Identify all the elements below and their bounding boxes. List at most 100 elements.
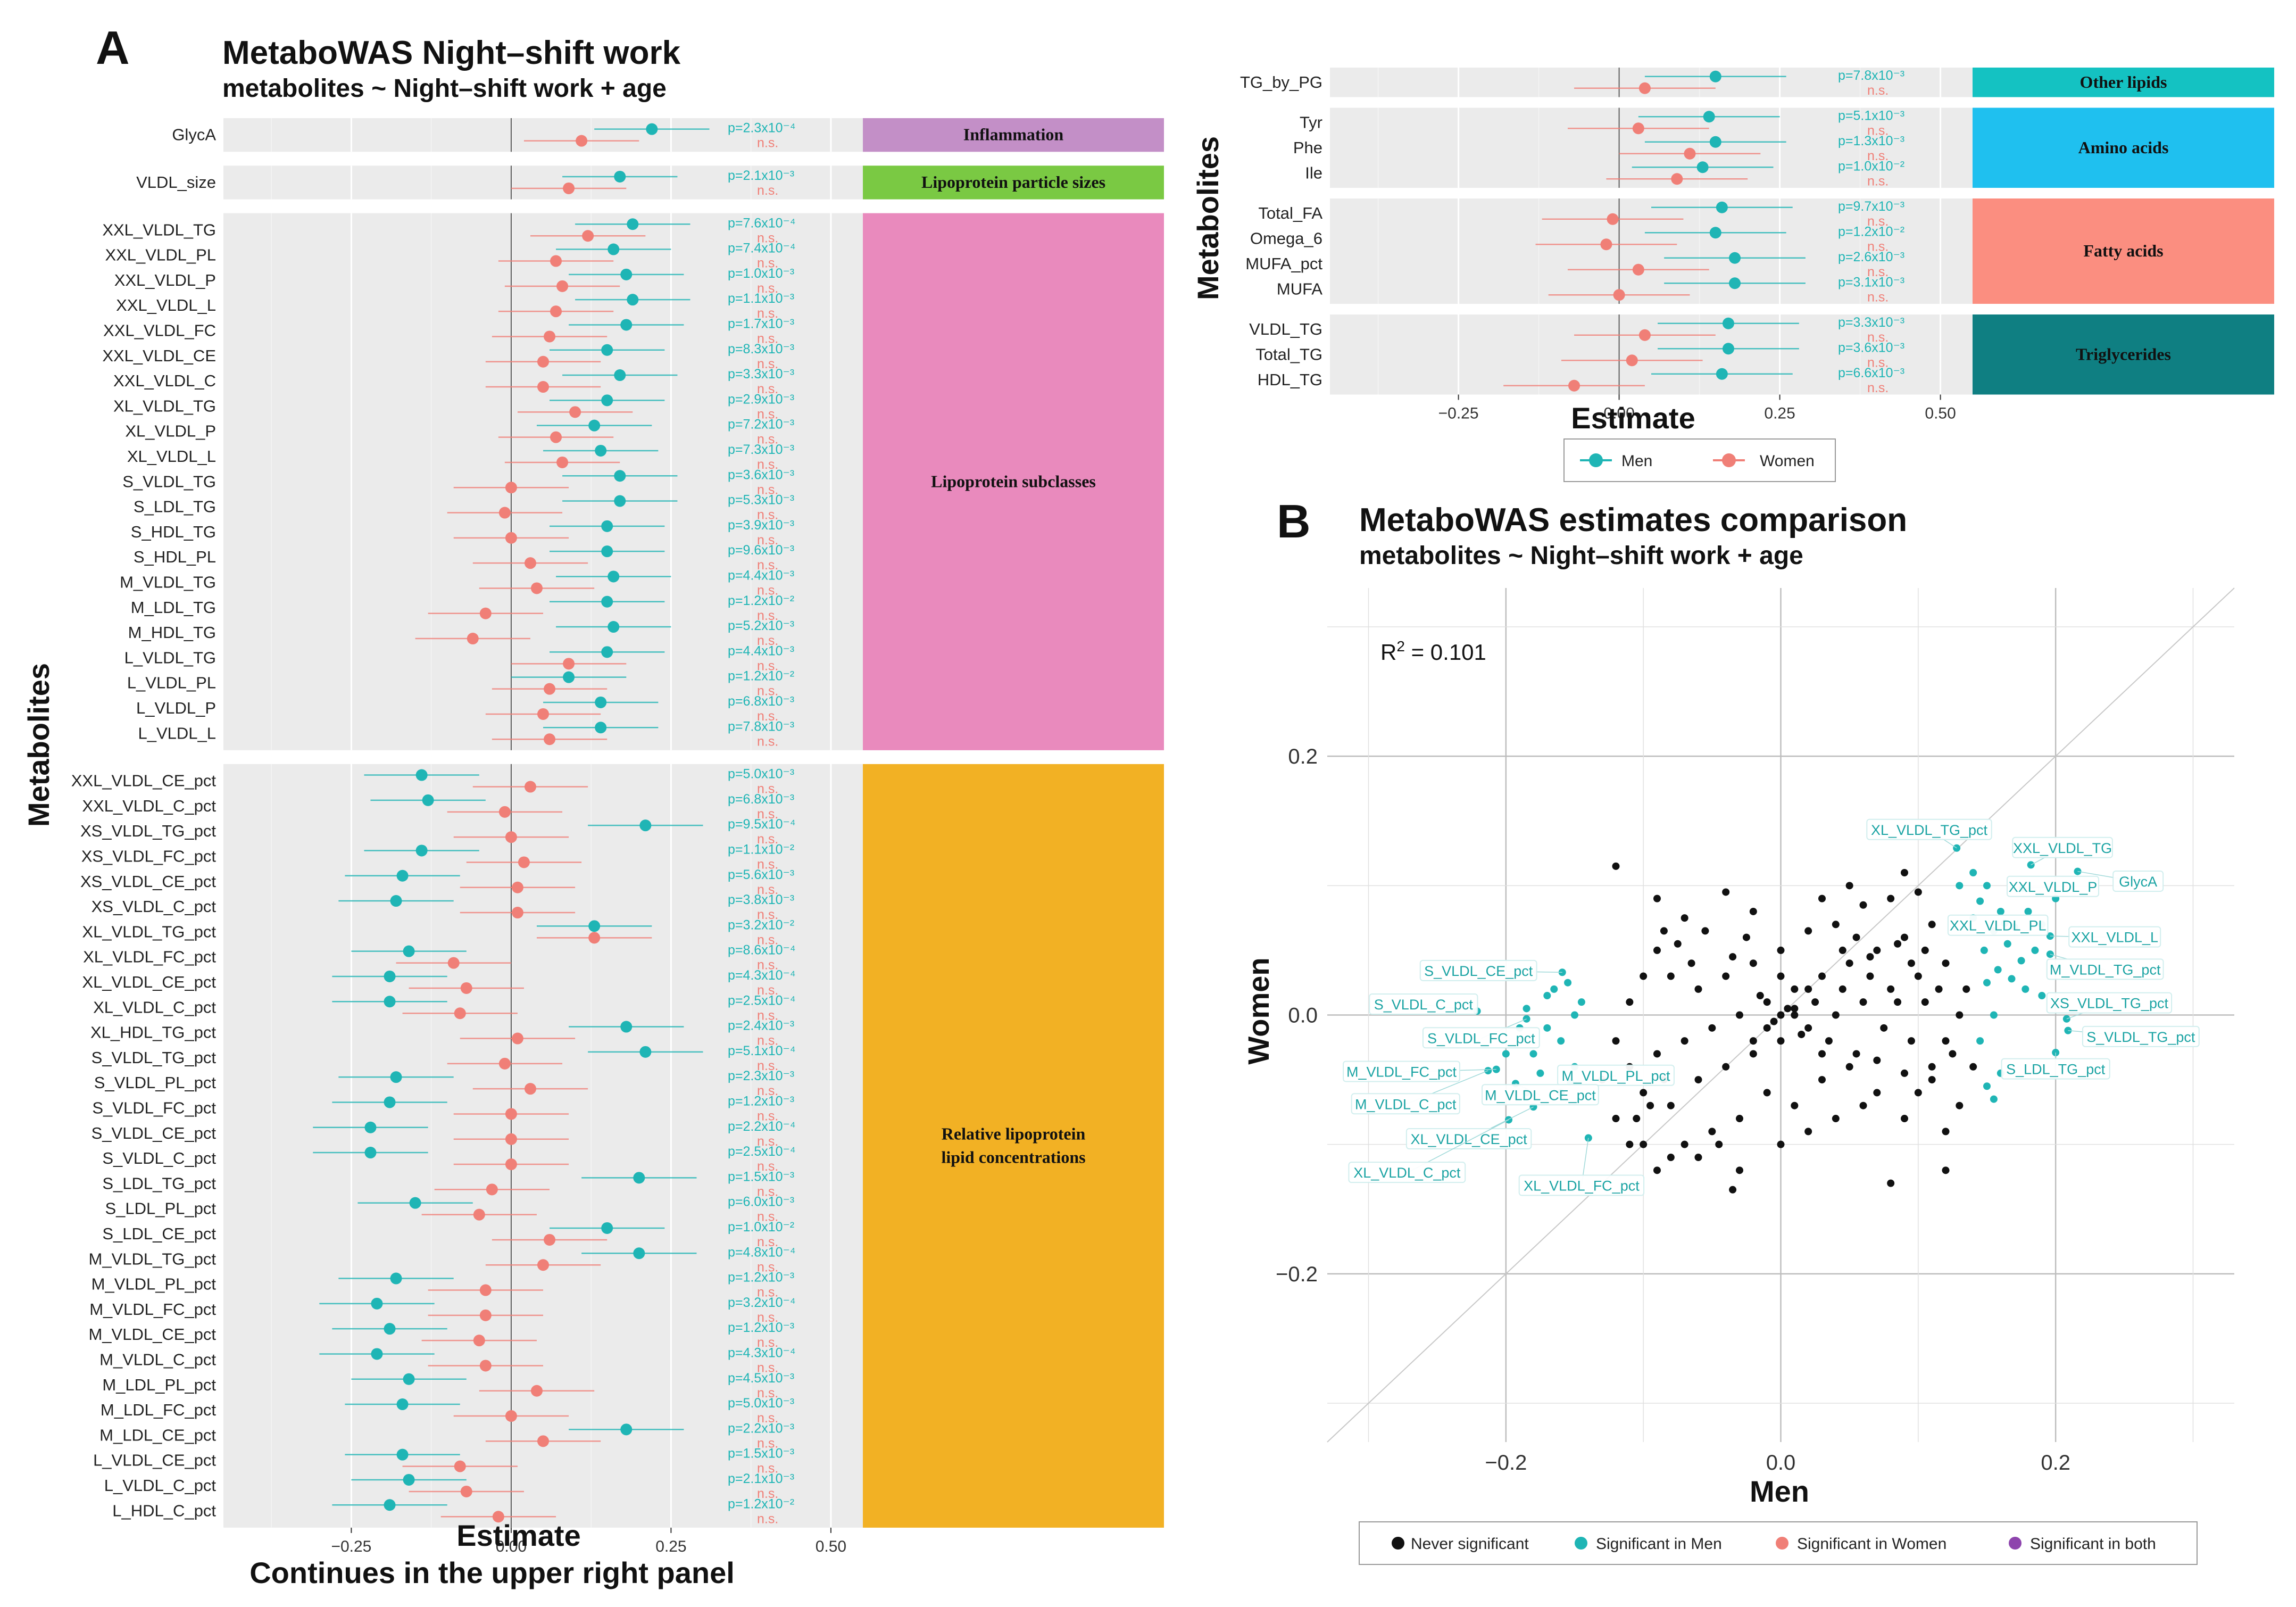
women-p-value: n.s. — [757, 983, 778, 998]
panel-a-footer-note: Continues in the upper right panel — [249, 1556, 735, 1589]
panel-b-y-axis-title: Women — [1242, 957, 1275, 1064]
never-significant-point — [1880, 1024, 1888, 1032]
women-estimate-point — [492, 1511, 504, 1523]
men-estimate-point — [639, 819, 652, 832]
men-significant-point — [1536, 1069, 1544, 1077]
never-significant-point — [1804, 1024, 1812, 1032]
women-estimate-point — [498, 1057, 511, 1070]
forest-panel-bg — [1330, 107, 1973, 188]
never-significant-point — [1640, 972, 1648, 980]
panel-b-subtitle: metabolites ~ Night–shift work + age — [1359, 542, 1803, 570]
never-significant-point — [1640, 1089, 1648, 1097]
women-p-value: n.s. — [757, 1210, 778, 1224]
scatter-label-box — [1405, 1128, 1532, 1149]
never-significant-point — [1722, 1063, 1730, 1071]
women-p-value: n.s. — [1867, 380, 1889, 395]
category-label: Lipoprotein particle sizes — [921, 172, 1105, 192]
scatter-x-tick-label: 0.0 — [1766, 1451, 1796, 1475]
women-estimate-point — [537, 708, 549, 720]
metabolite-label: M_VLDL_PL_pct — [91, 1275, 217, 1294]
never-significant-point — [1646, 1101, 1654, 1109]
men-p-value: p=2.3x10⁻³ — [728, 1068, 794, 1083]
women-estimate-point — [544, 1233, 556, 1246]
r2-value: = 0.101 — [1405, 640, 1486, 665]
women-p-value: n.s. — [757, 136, 778, 151]
never-significant-point — [1818, 1050, 1826, 1058]
never-significant-point — [1859, 1101, 1867, 1109]
men-p-value: p=5.1x10⁻⁴ — [728, 1043, 796, 1058]
men-significant-point — [1502, 1050, 1510, 1058]
men-estimate-point — [608, 570, 620, 583]
men-p-value: p=1.3x10⁻³ — [1838, 134, 1904, 148]
men-p-value: p=4.4x10⁻³ — [728, 643, 794, 658]
women-p-value: n.s. — [757, 1310, 778, 1325]
metabolite-label: M_LDL_PL_pct — [102, 1376, 216, 1394]
men-significant-point — [1577, 998, 1585, 1006]
men-p-value: p=1.2x10⁻³ — [728, 1320, 794, 1335]
never-significant-point — [1749, 907, 1757, 915]
metabolite-label: L_VLDL_PL — [127, 674, 216, 692]
metabolite-label: L_VLDL_CE_pct — [93, 1451, 216, 1470]
men-p-value: p=2.6x10⁻³ — [1838, 250, 1904, 264]
never-significant-point — [1962, 985, 1970, 993]
metabolite-label: GlycA — [172, 126, 216, 144]
never-significant-point — [1777, 972, 1785, 980]
women-estimate-point — [505, 532, 517, 544]
category-label-line: lipid concentrations — [941, 1147, 1085, 1166]
never-significant-point — [1667, 1101, 1675, 1109]
men-estimate-point — [1716, 201, 1728, 213]
women-estimate-point — [530, 1385, 543, 1397]
scatter-label-box — [2012, 836, 2113, 858]
never-significant-point — [1894, 940, 1902, 948]
x-axis-tick-label: −0.25 — [1438, 405, 1479, 423]
scatter-point-label: M_VLDL_C_pct — [1355, 1096, 1457, 1112]
category-strip — [1973, 314, 2274, 395]
never-significant-point — [1928, 1076, 1936, 1084]
men-p-value: p=1.2x10⁻³ — [728, 1270, 794, 1285]
never-significant-point — [1791, 1011, 1799, 1019]
men-estimate-point — [415, 769, 428, 781]
men-significant-point — [1994, 966, 2002, 974]
panel-tr-x-axis-title: Estimate — [1571, 401, 1695, 435]
men-p-value: p=3.6x10⁻³ — [728, 467, 794, 482]
category-strip — [1973, 68, 2274, 97]
legend-sig-women-marker — [1776, 1537, 1788, 1550]
men-p-value: p=7.6x10⁻⁴ — [728, 216, 796, 230]
metabolite-label: MUFA_pct — [1245, 254, 1322, 273]
women-estimate-point — [1684, 147, 1696, 160]
metabolite-label: XXL_VLDL_CE — [102, 346, 216, 365]
men-estimate-point — [403, 1373, 415, 1385]
never-significant-point — [1804, 1128, 1812, 1136]
men-estimate-point — [1716, 368, 1728, 380]
metabolite-label: XS_VLDL_FC_pct — [81, 847, 217, 865]
never-significant-point — [1832, 1115, 1840, 1123]
panel-b-legend: Never significant Significant in Men Sig… — [1359, 1521, 2198, 1565]
metabolite-label: Total_FA — [1258, 204, 1322, 222]
women-estimate-point — [511, 881, 523, 893]
men-p-value: p=9.5x10⁻⁴ — [728, 817, 796, 832]
never-significant-point — [1694, 1076, 1702, 1084]
women-p-value: n.s. — [757, 907, 778, 922]
metabolite-label: XS_VLDL_TG_pct — [80, 822, 216, 840]
scatter-label-box — [1866, 818, 1992, 840]
scatter-point-label: XXL_VLDL_PL — [1950, 918, 2047, 934]
men-estimate-point — [601, 344, 613, 356]
legend-sig-both-label: Significant in both — [2030, 1535, 2156, 1553]
category-label: Inflammation — [963, 125, 1064, 144]
panel-a-title: MetaboWAS Night–shift work — [222, 35, 681, 71]
women-p-value: n.s. — [757, 958, 778, 973]
men-estimate-point — [1696, 161, 1709, 173]
men-estimate-point — [639, 1046, 652, 1058]
panel-tr-y-axis-title: Metabolites — [1191, 136, 1225, 300]
metabolite-label: Tyr — [1300, 113, 1322, 131]
never-significant-point — [1804, 985, 1812, 993]
legend-sig-both-marker — [2009, 1537, 2022, 1550]
x-axis-tick-label: 0.50 — [816, 1538, 846, 1555]
scatter-point-label: XXL_VLDL_L — [2071, 930, 2158, 946]
scatter-label-box — [2068, 926, 2161, 948]
never-significant-point — [1845, 959, 1853, 967]
x-axis-tick-label: 0.25 — [655, 1538, 686, 1555]
women-estimate-point — [460, 982, 472, 994]
category-label-line: Triglycerides — [2076, 344, 2171, 363]
men-significant-point — [1980, 946, 1988, 954]
